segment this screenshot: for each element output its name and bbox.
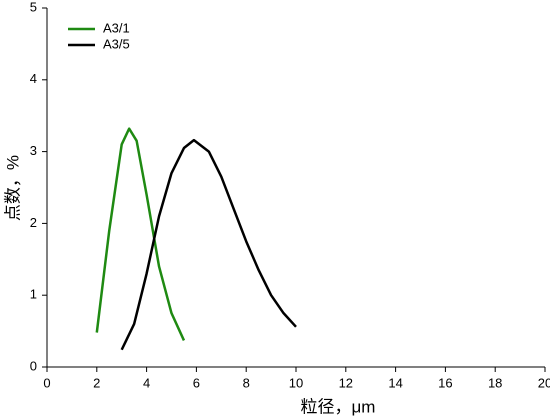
x-tick-label: 6 [193,375,200,390]
x-tick-label: 4 [143,375,150,390]
series-line [120,138,297,351]
y-tick-label: 3 [30,143,37,158]
y-tick-label: 1 [30,287,37,302]
x-tick-label: 14 [388,375,402,390]
x-axis-title: 粒径，μm [301,397,376,416]
x-tick-label: 2 [93,375,100,390]
legend-label: A3/1 [103,20,130,35]
y-tick-label: 0 [30,358,37,373]
x-tick-label: 10 [289,375,303,390]
x-tick-label: 16 [438,375,452,390]
series-line [95,127,186,341]
y-tick-label: 2 [30,215,37,230]
y-axis-title: 点数，% [3,155,22,221]
x-tick-label: 12 [339,375,353,390]
y-tick-label: 4 [30,71,37,86]
y-tick-label: 5 [30,0,37,14]
legend-label: A3/5 [103,36,130,51]
x-tick-label: 18 [488,375,502,390]
x-tick-label: 20 [538,375,550,390]
x-tick-label: 0 [43,375,50,390]
x-tick-label: 8 [243,375,250,390]
